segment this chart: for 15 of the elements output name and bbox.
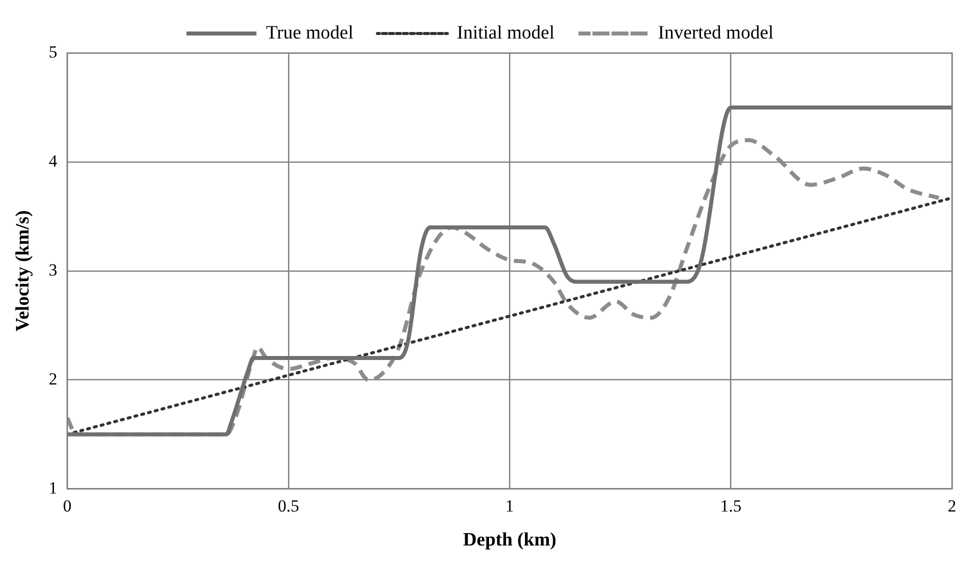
legend-label: Initial model xyxy=(456,22,555,44)
x-tick-label: 0.5 xyxy=(278,496,300,516)
x-tick-label: 0 xyxy=(63,496,72,516)
y-tick-label: 4 xyxy=(48,151,58,170)
x-tick-label: 1 xyxy=(505,496,514,516)
legend-label: Inverted model xyxy=(658,22,774,44)
x-tick-label: 1.5 xyxy=(720,496,742,516)
y-axis-title: Velocity (km/s) xyxy=(12,210,34,332)
y-tick-label: 5 xyxy=(48,42,58,62)
x-axis-title: Depth (km) xyxy=(462,530,556,551)
x-tick-label: 2 xyxy=(948,496,956,516)
y-tick-label: 3 xyxy=(48,260,58,280)
legend-label: True model xyxy=(266,22,354,44)
y-tick-label: 2 xyxy=(48,369,58,388)
y-tick-label: 1 xyxy=(48,478,58,498)
